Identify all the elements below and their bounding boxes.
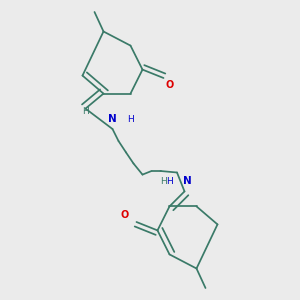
Text: H: H [82, 107, 89, 116]
Text: N: N [108, 114, 117, 124]
Text: H: H [160, 177, 167, 186]
Text: N: N [183, 176, 192, 187]
Text: O: O [120, 210, 129, 220]
Text: O: O [165, 80, 174, 90]
Text: H: H [127, 115, 134, 124]
Text: H: H [166, 177, 173, 186]
